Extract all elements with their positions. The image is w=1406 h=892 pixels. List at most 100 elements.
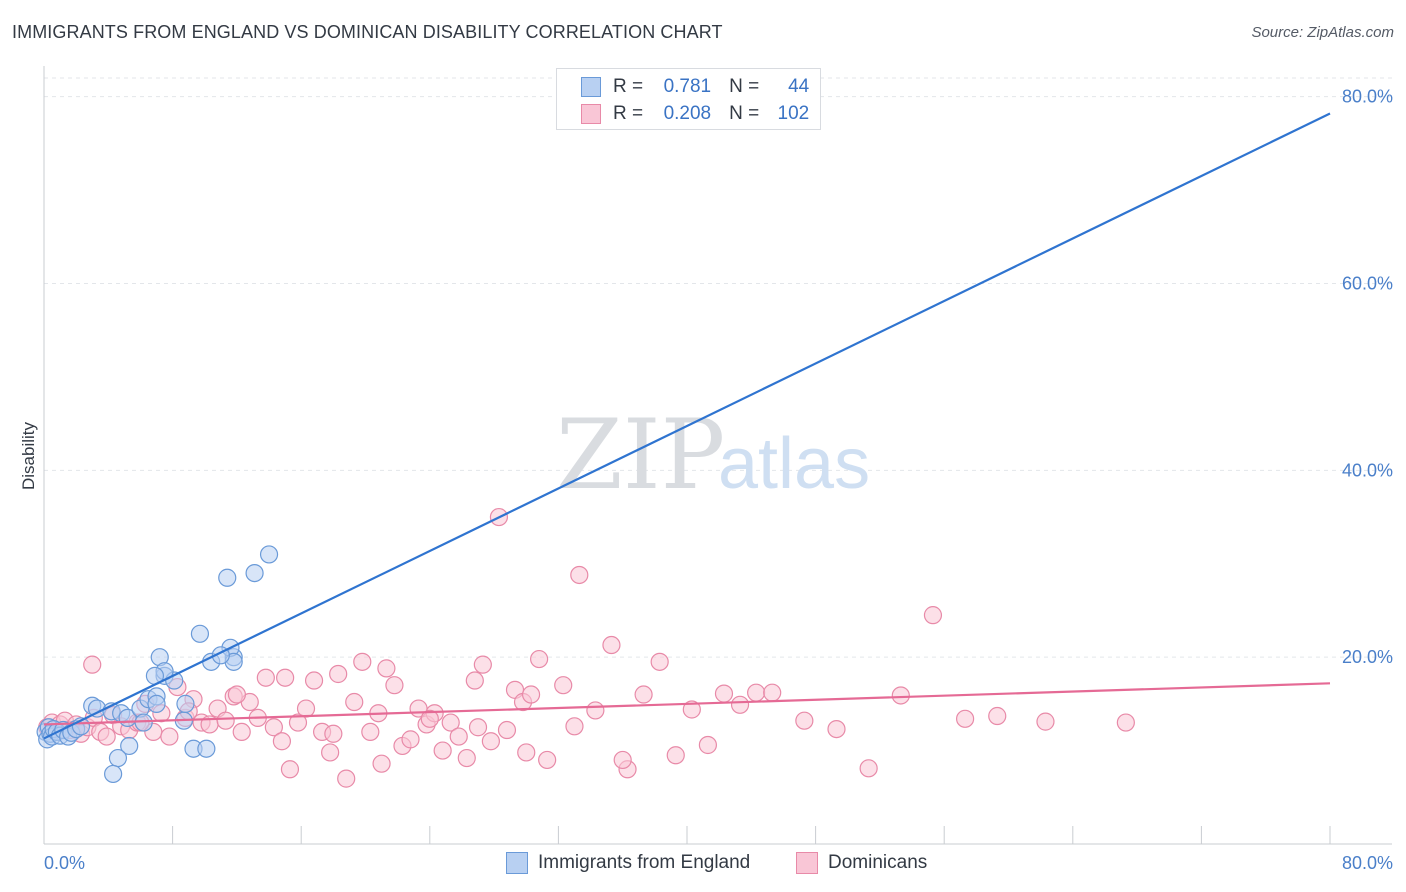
data-point [296, 699, 316, 718]
y-axis-title: Disability [19, 421, 38, 490]
data-point [730, 695, 750, 714]
data-point [401, 730, 420, 749]
data-point [227, 685, 246, 704]
legend-row-dominicans: R = 0.208 N = 102 [581, 101, 809, 127]
y-tick-label: 20.0% [1342, 647, 1393, 667]
data-point [538, 750, 557, 770]
data-point [763, 683, 782, 702]
legend-n-label: N = [729, 103, 760, 124]
legend-r-value: 0.208 [663, 103, 712, 124]
watermark-atlas: atlas [718, 424, 870, 504]
data-point [120, 736, 139, 756]
data-point [83, 655, 102, 674]
data-point [276, 668, 295, 687]
data-point [666, 746, 685, 765]
data-point [197, 739, 216, 758]
legend-label-england: Immigrants from England [538, 852, 751, 873]
data-point [923, 606, 943, 625]
data-point [97, 727, 116, 746]
data-point [288, 713, 308, 732]
data-point [264, 718, 283, 737]
legend-swatch-blue [581, 77, 601, 97]
legend-r-label: R = [613, 76, 644, 97]
data-point [449, 727, 468, 746]
source-label: Source: ZipAtlas.com [1251, 24, 1394, 41]
legend-n-value: 102 [777, 103, 810, 124]
data-point [176, 694, 195, 713]
stats-legend: R = 0.781 N = 44 R = 0.208 N = 102 [556, 68, 821, 130]
legend-item-england: Immigrants from England [506, 852, 750, 874]
data-point [345, 692, 364, 712]
data-point [827, 719, 846, 739]
data-point [554, 676, 573, 695]
data-point [372, 754, 391, 773]
data-point [988, 706, 1007, 726]
data-point [272, 732, 292, 751]
data-point [891, 686, 910, 705]
trend-line-dominicans [43, 682, 1331, 726]
x-tick-label: 0.0% [44, 853, 85, 873]
data-point [497, 720, 517, 740]
data-point [256, 668, 275, 687]
y-tick-label: 40.0% [1342, 460, 1393, 480]
data-point [324, 724, 343, 743]
trend-line-england [43, 112, 1331, 740]
legend-swatch-pink [796, 852, 818, 874]
trend-lines [43, 112, 1331, 740]
data-point [108, 748, 128, 768]
data-point [160, 727, 179, 746]
data-point [216, 711, 235, 730]
data-point [570, 565, 589, 585]
data-point [650, 652, 669, 671]
watermark: ZIP atlas [556, 399, 870, 511]
data-point [602, 635, 621, 655]
data-point [1036, 712, 1055, 731]
data-point [468, 718, 488, 737]
legend-n-label: N = [729, 76, 760, 97]
data-point [747, 683, 766, 702]
legend-item-dominicans: Dominicans [796, 852, 927, 874]
series-dominicans [38, 507, 1135, 788]
data-point [698, 735, 717, 755]
data-point [517, 743, 536, 762]
data-point [147, 694, 166, 713]
legend-n-value: 44 [788, 76, 810, 97]
chart-title: IMMIGRANTS FROM ENGLAND VS DOMINICAN DIS… [12, 22, 723, 42]
data-point [457, 748, 476, 768]
watermark-zip: ZIP [556, 399, 725, 511]
legend-r-label: R = [613, 103, 644, 124]
x-tick-labels: 0.0% 80.0% [44, 853, 1393, 873]
data-point [377, 659, 396, 678]
data-point [280, 760, 300, 779]
data-point [134, 713, 153, 732]
x-tick-label: 80.0% [1342, 853, 1393, 873]
y-tick-label: 60.0% [1342, 274, 1393, 294]
data-point [465, 671, 484, 690]
data-point [104, 764, 123, 784]
data-point [441, 713, 460, 732]
data-point [361, 722, 380, 742]
series-legend: Immigrants from England Dominicans [0, 852, 1406, 878]
data-point [473, 655, 492, 674]
data-point [565, 717, 584, 736]
data-point [420, 709, 439, 728]
data-point [321, 743, 340, 762]
data-point [682, 700, 701, 719]
data-point [304, 671, 324, 690]
data-point [337, 769, 356, 788]
series-immigrants-from-england [36, 545, 279, 784]
data-point [634, 685, 653, 704]
data-point [385, 676, 404, 695]
data-point [859, 759, 878, 778]
data-point [481, 732, 500, 751]
data-point [714, 684, 734, 703]
data-point [613, 750, 632, 770]
data-point [218, 568, 237, 587]
data-point [433, 741, 452, 760]
legend-swatch-blue [506, 852, 528, 874]
data-point [232, 722, 251, 742]
data-point [586, 701, 605, 720]
data-point [245, 563, 264, 583]
legend-r-value: 0.781 [663, 76, 712, 97]
